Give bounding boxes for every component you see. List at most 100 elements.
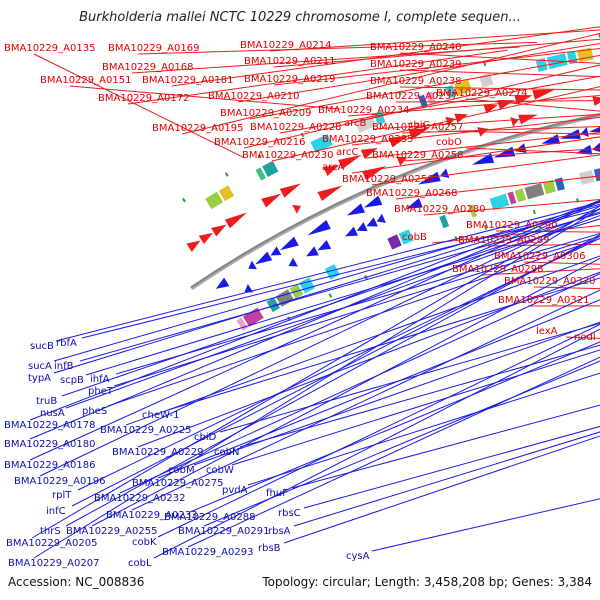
rna-mark bbox=[484, 225, 488, 230]
reverse-label-connector bbox=[189, 341, 600, 513]
reverse-cds-arrow bbox=[356, 222, 368, 232]
reverse-gene-label: sucB bbox=[30, 341, 54, 352]
forward-gene-label: BMA10229_A0135 bbox=[4, 43, 95, 54]
forward-label-connector bbox=[373, 113, 600, 130]
forward-gene-label: BMA10229_A0209 bbox=[220, 108, 311, 119]
forward-cds-arrow bbox=[317, 185, 343, 201]
reverse-cds-ring-inner bbox=[244, 142, 600, 293]
rna-mark bbox=[483, 61, 487, 67]
forward-cds-arrow bbox=[510, 116, 519, 127]
forward-label-connector bbox=[371, 154, 600, 186]
cog-box bbox=[387, 234, 402, 250]
forward-gene-label: cbiG bbox=[408, 120, 430, 131]
cog-box bbox=[324, 264, 340, 280]
forward-gene-label: BMA10229_A0235 bbox=[322, 134, 413, 145]
forward-gene-label: arcC bbox=[336, 147, 359, 158]
forward-cds-arrow bbox=[211, 224, 227, 237]
forward-label-connector bbox=[269, 29, 600, 52]
forward-label-connector bbox=[351, 136, 600, 174]
forward-cds-arrow bbox=[261, 193, 282, 208]
reverse-gene-label: BMA10229_A0207 bbox=[8, 558, 99, 569]
reverse-gene-label: BMA10229_A0186 bbox=[4, 460, 95, 471]
forward-gene-label: BMA10229_A0239 bbox=[370, 59, 461, 70]
cog-ring-forward bbox=[205, 47, 594, 210]
cog-box bbox=[535, 58, 548, 72]
reverse-label-connector bbox=[65, 234, 600, 527]
reverse-label-connector bbox=[33, 208, 600, 559]
rna-mark bbox=[454, 236, 458, 241]
forward-gene-label: BMA10229_A0168 bbox=[102, 62, 193, 73]
backbone-highlight bbox=[191, 115, 600, 290]
cog-box bbox=[514, 188, 527, 203]
forward-cds-arrow bbox=[408, 127, 431, 140]
reverse-gene-label: ihfA bbox=[90, 374, 110, 385]
reverse-gene-label: fhuF bbox=[266, 488, 288, 499]
reverse-cds-arrow bbox=[541, 134, 561, 144]
reverse-cds-arrow bbox=[471, 153, 495, 165]
forward-cds-arrow bbox=[532, 89, 555, 100]
forward-cds-arrow bbox=[483, 104, 498, 114]
reverse-cds-arrow bbox=[592, 142, 600, 152]
reverse-gene-label: infB bbox=[54, 361, 74, 372]
reverse-label-connector bbox=[81, 208, 600, 339]
forward-label-connector bbox=[399, 86, 600, 91]
reverse-cds-arrow bbox=[215, 277, 230, 289]
forward-cds-arrow bbox=[445, 116, 455, 127]
accession-label: Accession: NC_008836 bbox=[8, 575, 144, 589]
forward-label-connector bbox=[271, 86, 600, 162]
forward-gene-label: BMA10229_A0234 bbox=[318, 105, 409, 116]
reverse-label-connector bbox=[29, 200, 600, 440]
forward-label-connector bbox=[401, 148, 600, 162]
reverse-cds-arrow bbox=[417, 171, 441, 185]
reverse-cds-arrow bbox=[366, 217, 378, 227]
reverse-label-connector bbox=[203, 360, 600, 527]
forward-gene-label: BMA10229_A0211 bbox=[244, 56, 335, 67]
reverse-label-connector bbox=[193, 321, 600, 466]
reverse-gene-label: BMA10229_A0291 bbox=[178, 526, 269, 537]
forward-label-connector bbox=[181, 32, 600, 135]
forward-cds-arrow bbox=[186, 240, 201, 252]
forward-label-connector bbox=[365, 132, 600, 159]
forward-gene-label: BMA10229_A0274 bbox=[436, 88, 527, 99]
forward-label-connector bbox=[243, 64, 600, 149]
reverse-gene-label: BMA10229_A0232 bbox=[94, 493, 185, 504]
reverse-gene-label: cobW bbox=[206, 465, 234, 476]
reverse-cds-arrow bbox=[406, 198, 423, 209]
reverse-gene-label: BMA10229_A0229 bbox=[112, 447, 203, 458]
forward-cds-arrow bbox=[338, 154, 362, 170]
reverse-label-connector bbox=[371, 498, 600, 552]
reverse-cds-arrow bbox=[346, 203, 366, 216]
forward-gene-label: BMA10229_A0169 bbox=[108, 43, 199, 54]
forward-cds-arrow bbox=[360, 147, 378, 160]
forward-label-connector bbox=[237, 42, 600, 103]
cog-box bbox=[373, 110, 386, 126]
reverse-label-connector bbox=[153, 328, 600, 559]
cog-box bbox=[242, 307, 264, 327]
reverse-gene-label: BMA10229_A0233 bbox=[106, 510, 197, 521]
forward-label-connector bbox=[273, 48, 600, 86]
reverse-label-connector bbox=[39, 207, 600, 477]
reverse-label-connector bbox=[219, 322, 600, 433]
forward-gene-label: BMA10229_A0256 bbox=[342, 174, 433, 185]
reverse-label-connector bbox=[55, 201, 600, 342]
forward-label-connector bbox=[395, 100, 600, 103]
reverse-gene-label: sucA bbox=[28, 361, 52, 372]
reverse-cds-arrow bbox=[288, 257, 298, 267]
reverse-cds-arrow bbox=[248, 260, 257, 270]
cog-box bbox=[299, 277, 315, 294]
reverse-label-connector bbox=[137, 271, 600, 448]
forward-gene-label: BMA10229_A0268 bbox=[366, 188, 457, 199]
reverse-label-connector bbox=[131, 289, 600, 511]
forward-gene-label: BMA10229_A0214 bbox=[240, 40, 331, 51]
reverse-gene-label: rplT bbox=[52, 490, 72, 501]
reverse-gene-label: cobK bbox=[132, 537, 157, 548]
reverse-cds-arrow bbox=[317, 239, 332, 251]
rna-mark bbox=[182, 197, 186, 203]
cog-box bbox=[266, 297, 281, 313]
forward-cds-arrow bbox=[279, 183, 301, 198]
forward-label-connector bbox=[395, 175, 600, 200]
forward-gene-label: BMA10229_A0289 bbox=[458, 235, 549, 246]
reverse-cds-arrow bbox=[255, 251, 273, 265]
reverse-gene-label: thrS bbox=[40, 526, 61, 537]
